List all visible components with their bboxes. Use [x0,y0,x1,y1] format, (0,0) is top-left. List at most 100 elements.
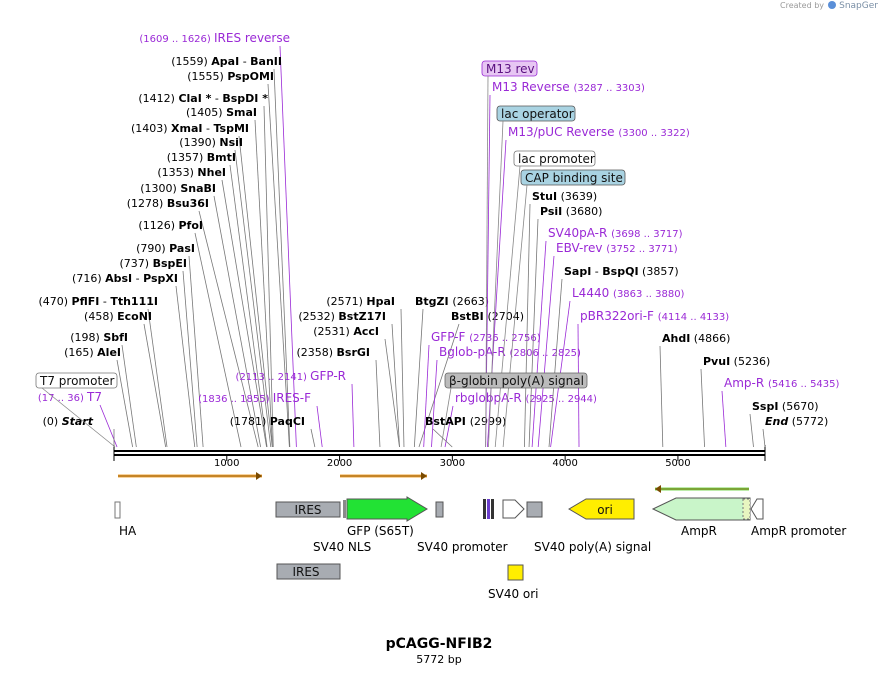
label-part: AbsI [105,272,132,285]
leader-line [762,428,766,448]
leader-line [279,45,297,448]
feature-label: PsiI (3680) [540,205,602,218]
feature-label-ires-2: IRES [292,565,319,579]
leader-line [700,368,705,448]
feature-label: (458) EcoNI [84,310,152,323]
label-part: (2663) [452,295,489,308]
feature-box [513,150,596,167]
feature-label: Bglob-pA-R (2806 .. 2825) [439,345,581,359]
label-part: - [591,265,602,278]
label-part: (198) [70,331,103,344]
leader-line [254,119,273,448]
leader-line [548,278,563,448]
feature-label: M13 Reverse (3287 .. 3303) [492,80,645,94]
label-part: (790) [136,242,169,255]
label-part: (2999) [470,415,507,428]
label-part: (0) [43,415,62,428]
feature-ampr-promoter [750,498,764,520]
feature-label: SspI (5670) [752,400,819,413]
feature-label: (2532) BstZ17I [298,310,386,323]
label-part: PspXI [143,272,178,285]
feature-label-sv40nls: SV40 NLS [313,540,371,554]
leader-line [423,344,430,448]
ruler-tick-label: 5000 [665,458,690,469]
label-part: SmaI [226,106,257,119]
feature-box-label: T7 promoter [39,374,115,388]
feature-ires-2 [276,563,341,580]
plasmid-name: pCAGG-NFIB2 [385,636,493,652]
label-part: (737) [120,257,153,270]
feature-small-grey [435,501,444,518]
label-part: SnaBI [180,182,216,195]
leader-line [316,405,323,448]
leader-line [143,323,167,448]
label-part: (1403) [131,122,171,135]
feature-label: BstAPI (2999) [425,415,506,428]
label-part: M13/pUC Reverse [508,125,618,139]
label-part: (2358) [296,346,336,359]
label-part: TspMI [213,122,249,135]
leader-line [391,323,400,448]
leader-line [182,270,198,448]
feature-label: AhdI (4866) [662,332,730,345]
feature-box [481,60,538,77]
label-part: (2532) [298,310,338,323]
feature-label: (1405) SmaI [186,106,257,119]
feature-sv40-nls [343,500,346,518]
feature-ampr-hatch [742,498,751,520]
leader-line [238,135,273,448]
leader-line [440,387,452,448]
label-part: BspDI * [222,92,268,105]
label-part: (2571) [326,295,366,308]
snapgene-credit: Created by SnapGene [780,1,878,11]
feature-label: (2531) AccI [313,325,379,338]
label-part: (2925 .. 2944) [526,394,598,405]
label-part: (3698 .. 3717) [611,229,683,240]
label-part: PasI [169,242,195,255]
feature-label: L4440 (3863 .. 3880) [572,286,685,300]
label-part: (165) [64,346,97,359]
label-part: (5670) [778,400,818,413]
label-part: BsrGI [337,346,370,359]
feature-label: Amp-R (5416 .. 5435) [724,376,840,390]
feature-label: (1609 .. 1626) IRES reverse [139,31,290,45]
label-part: L4440 [572,286,613,300]
label-part: pBR322ori-F [580,309,658,323]
label-part: (3639) [557,190,597,203]
feature-label: SV40pA-R (3698 .. 3717) [548,226,683,240]
leader-line [537,255,555,448]
label-part: (3287 .. 3303) [574,83,646,94]
label-part: (1412) [138,92,178,105]
label-part: - [132,272,143,285]
label-part: BspQI [602,265,638,278]
leader-line [413,308,424,448]
feature-label: (737) BspEI [120,257,188,270]
label-part: (5416 .. 5435) [768,379,840,390]
feature-label-amprpromoter: AmpR promoter [751,524,846,538]
label-part: (2806 .. 2825) [510,348,582,359]
feature-label: (1412) ClaI * - BspDI * [138,92,268,105]
label-part: Amp-R [724,376,768,390]
label-part: (1555) [187,70,227,83]
leader-line [229,164,268,448]
leader-line [310,428,316,448]
label-part: SV40pA-R [548,226,611,240]
feature-box [520,169,626,186]
label-part: (5236) [730,355,770,368]
feature-sv40-promoter-arrow [502,499,525,519]
label-part: PsiI [540,205,562,218]
label-part: SapI [564,265,591,278]
feature-label-sv40promoter: SV40 promoter [417,540,508,554]
feature-label: (2358) BsrGI [296,346,370,359]
label-part: - [211,92,222,105]
ruler-tick-label: 4000 [552,458,577,469]
label-part: PflFI [72,295,100,308]
leader-line [749,413,754,448]
leader-line [524,203,531,448]
label-part: GFP-R [310,369,346,383]
label-part: M13 Reverse [492,80,574,94]
label-part: (470) [38,295,71,308]
feature-box-label: CAP binding site [525,171,623,185]
feature-promoter-bar-3 [491,499,494,519]
